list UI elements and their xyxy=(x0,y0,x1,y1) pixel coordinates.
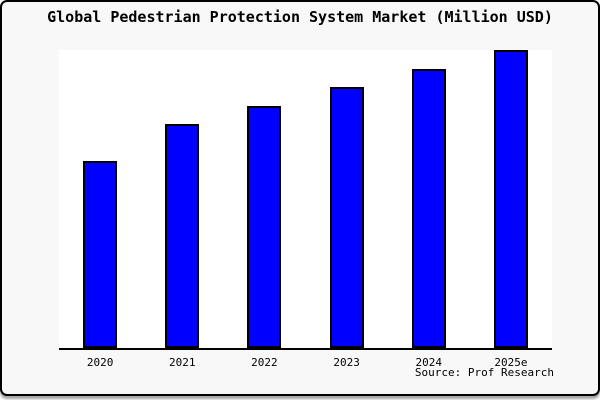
bar-2025e xyxy=(493,50,528,348)
bar-slot xyxy=(470,50,552,348)
source-credit: Source: Prof Research xyxy=(414,366,554,379)
bar-slot xyxy=(306,50,388,348)
x-tick-label-2021: 2021 xyxy=(169,356,196,369)
x-tick-label-2023: 2023 xyxy=(333,356,360,369)
x-tick-label-2024: 2024 xyxy=(415,356,443,369)
bar-slot xyxy=(388,50,470,348)
bar-2020 xyxy=(83,160,118,348)
bar-slot xyxy=(223,50,305,348)
x-axis-line xyxy=(59,348,552,350)
x-tick-label-2022: 2022 xyxy=(251,356,278,369)
bar-2021 xyxy=(165,123,200,348)
chart-title: Global Pedestrian Protection System Mark… xyxy=(47,8,553,26)
x-axis-labels: 2020 2021 2022 2023 2024 2025e xyxy=(59,356,552,369)
x-tick-label-2025e: 2025e xyxy=(494,356,528,369)
x-tick-label-2020: 2020 xyxy=(86,356,114,369)
bar-2023 xyxy=(329,86,364,348)
bar-2022 xyxy=(247,106,282,348)
bar-slot xyxy=(59,50,141,348)
plot-area xyxy=(59,50,552,348)
bar-2024 xyxy=(411,69,446,348)
bar-slot xyxy=(141,50,223,348)
